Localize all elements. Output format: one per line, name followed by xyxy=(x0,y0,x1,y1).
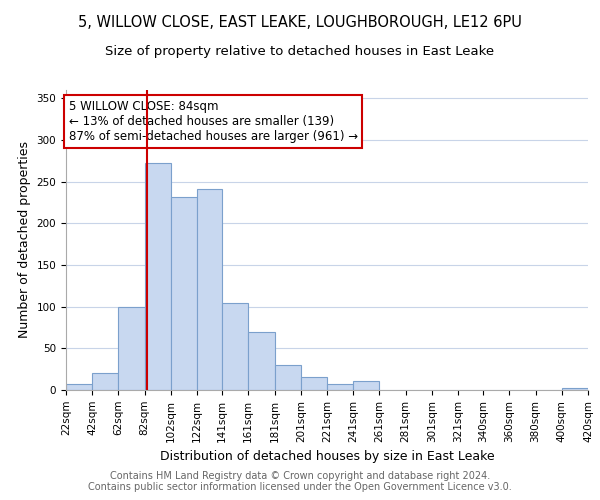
Text: Contains HM Land Registry data © Crown copyright and database right 2024.
Contai: Contains HM Land Registry data © Crown c… xyxy=(88,471,512,492)
Bar xyxy=(353,381,379,390)
X-axis label: Distribution of detached houses by size in East Leake: Distribution of detached houses by size … xyxy=(160,450,494,463)
Bar xyxy=(222,302,248,390)
Bar xyxy=(248,332,275,390)
Bar xyxy=(66,384,92,390)
Bar xyxy=(301,376,327,390)
Text: 5, WILLOW CLOSE, EAST LEAKE, LOUGHBOROUGH, LE12 6PU: 5, WILLOW CLOSE, EAST LEAKE, LOUGHBOROUG… xyxy=(78,15,522,30)
Bar xyxy=(145,164,171,390)
Bar xyxy=(92,374,118,390)
Bar xyxy=(197,189,222,390)
Bar xyxy=(275,365,301,390)
Bar xyxy=(171,196,197,390)
Text: Size of property relative to detached houses in East Leake: Size of property relative to detached ho… xyxy=(106,45,494,58)
Text: 5 WILLOW CLOSE: 84sqm
← 13% of detached houses are smaller (139)
87% of semi-det: 5 WILLOW CLOSE: 84sqm ← 13% of detached … xyxy=(68,100,358,143)
Bar xyxy=(327,384,353,390)
Bar xyxy=(118,306,145,390)
Bar xyxy=(562,388,588,390)
Y-axis label: Number of detached properties: Number of detached properties xyxy=(18,142,31,338)
